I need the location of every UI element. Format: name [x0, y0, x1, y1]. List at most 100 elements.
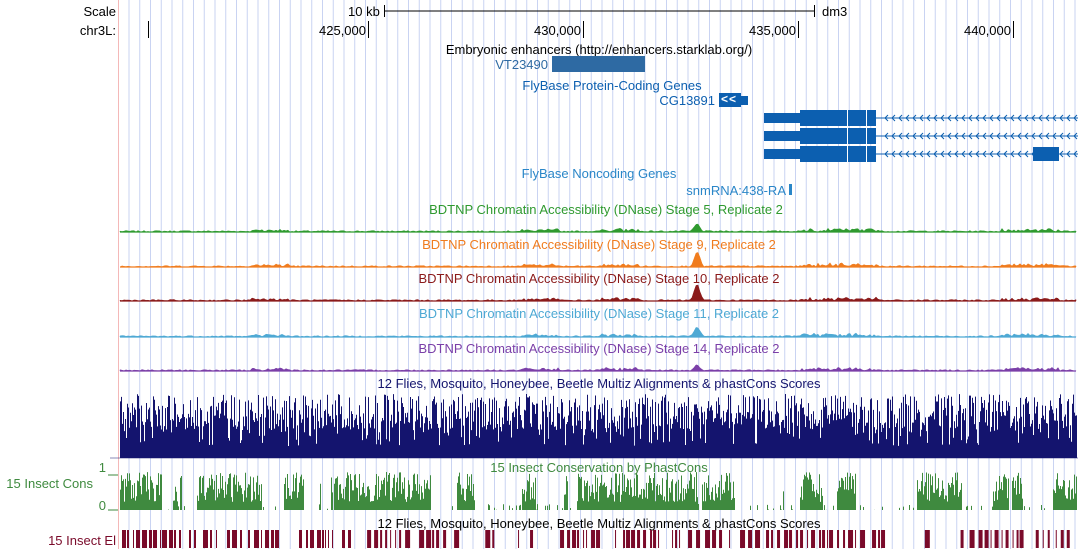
conserved-element	[819, 530, 822, 548]
conserved-element	[650, 530, 653, 548]
dnase-signal-tracks[interactable]	[0, 200, 1078, 400]
strand-arrow	[1066, 150, 1071, 158]
conserved-element	[216, 530, 217, 548]
klar-exon	[800, 128, 876, 144]
conserved-element	[419, 530, 425, 548]
conserved-element	[994, 530, 999, 548]
conserved-element	[518, 530, 520, 548]
conserved-element	[679, 530, 681, 548]
enhancer-feature-block[interactable]	[552, 56, 645, 72]
enhancer-label[interactable]: VT23490	[495, 57, 548, 72]
conserved-element	[432, 530, 435, 548]
multiz-alignment-wiggle[interactable]	[0, 390, 1078, 460]
dnase-stage10-title[interactable]: BDTNP Chromatin Accessibility (DNase) St…	[418, 271, 780, 286]
multiz-track-title[interactable]: 12 Flies, Mosquito, Honeybee, Beetle Mul…	[377, 376, 821, 391]
enhancers-track-title[interactable]: Embryonic enhancers (http://enhancers.st…	[445, 42, 753, 57]
dnase-stage5-title[interactable]: BDTNP Chromatin Accessibility (DNase) St…	[429, 202, 783, 217]
dnase-stage11-title[interactable]: BDTNP Chromatin Accessibility (DNase) St…	[418, 306, 780, 321]
scale-label: Scale	[83, 4, 116, 19]
conserved-element	[672, 530, 674, 548]
conserved-element	[878, 530, 881, 548]
strand-arrow	[884, 150, 889, 158]
conserved-element	[322, 530, 324, 548]
klar-exon	[800, 110, 876, 126]
conserved-element	[127, 530, 129, 548]
elements-track-title[interactable]: 12 Flies, Mosquito, Honeybee, Beetle Mul…	[377, 516, 821, 531]
strand-arrow	[926, 150, 931, 158]
conserved-element	[623, 530, 626, 548]
conserved-element	[807, 530, 809, 548]
klar-utr	[764, 149, 800, 159]
flybase-coding-track-title[interactable]: FlyBase Protein-Coding Genes	[522, 78, 702, 93]
strand-arrow	[912, 114, 917, 122]
klar-gene-models[interactable]	[0, 108, 1078, 168]
conserved-element	[203, 530, 208, 548]
flybase-noncoding-track-title[interactable]: FlyBase Noncoding Genes	[521, 166, 677, 181]
conserved-element	[299, 530, 302, 548]
gene-label-cg13891[interactable]: CG13891	[659, 93, 715, 108]
strand-arrow	[982, 150, 987, 158]
conserved-element	[395, 530, 397, 548]
strand-arrow	[1073, 132, 1078, 140]
conserved-element	[485, 530, 491, 548]
strand-arrow	[968, 114, 973, 122]
conserved-element	[1019, 530, 1024, 548]
conserved-element	[310, 530, 314, 548]
conserved-element	[800, 530, 804, 548]
conserved-element	[591, 530, 596, 548]
strand-arrow	[940, 150, 945, 158]
conserved-element	[969, 530, 975, 548]
strand-arrow	[891, 114, 896, 122]
conserved-element	[306, 530, 308, 548]
strand-arrow	[954, 132, 959, 140]
cg13891-exon[interactable]	[719, 93, 741, 107]
noncoding-gene-label[interactable]: snmRNA:438-RA	[686, 183, 786, 198]
conserved-element	[829, 530, 834, 548]
conserved-element	[860, 530, 866, 548]
dnase-stage9-title[interactable]: BDTNP Chromatin Accessibility (DNase) St…	[422, 237, 776, 252]
conserved-element	[160, 530, 161, 548]
cons-track-title[interactable]: 15 Insect Conservation by PhastCons	[490, 460, 708, 475]
elements-side-label[interactable]: 15 Insect El	[48, 533, 116, 548]
strand-arrow	[947, 150, 952, 158]
strand-arrow	[1066, 132, 1071, 140]
conserved-element	[583, 530, 585, 548]
cg13891-utr[interactable]	[740, 96, 748, 105]
strand-arrow	[996, 150, 1001, 158]
conserved-element	[653, 530, 657, 548]
noncoding-gene-feature[interactable]	[789, 184, 792, 195]
conserved-element	[380, 530, 383, 548]
strand-arrow	[975, 150, 980, 158]
strand-arrow	[1024, 132, 1029, 140]
conserved-elements-track[interactable]	[0, 530, 1078, 550]
strand-arrow	[919, 150, 924, 158]
strand-arrow	[947, 132, 952, 140]
left-label-margin	[118, 0, 119, 549]
conserved-element	[194, 530, 196, 548]
strand-arrow	[940, 114, 945, 122]
strand-arrow	[1024, 150, 1029, 158]
strand-arrow	[1017, 114, 1022, 122]
phastcons-wiggle[interactable]	[0, 470, 1078, 520]
strand-arrow	[926, 114, 931, 122]
conserved-element	[811, 530, 816, 548]
conserved-element	[872, 530, 877, 548]
conserved-element	[254, 530, 259, 548]
strand-arrow	[1052, 132, 1057, 140]
conserved-element	[443, 530, 447, 548]
conserved-element	[740, 530, 746, 548]
conserved-element	[265, 530, 269, 548]
strand-arrow	[975, 114, 980, 122]
strand-arrow	[1059, 114, 1064, 122]
conserved-element	[275, 530, 279, 548]
dnase-stage14-title[interactable]: BDTNP Chromatin Accessibility (DNase) St…	[418, 341, 780, 356]
conserved-element	[530, 530, 534, 548]
cons-side-label[interactable]: 15 Insect Cons	[6, 476, 93, 491]
conserved-element	[577, 530, 580, 548]
dnase-signal-area	[119, 223, 1077, 233]
conserved-element	[367, 530, 372, 548]
strand-arrow	[912, 150, 917, 158]
conserved-element	[227, 530, 230, 548]
conserved-element	[342, 530, 345, 548]
